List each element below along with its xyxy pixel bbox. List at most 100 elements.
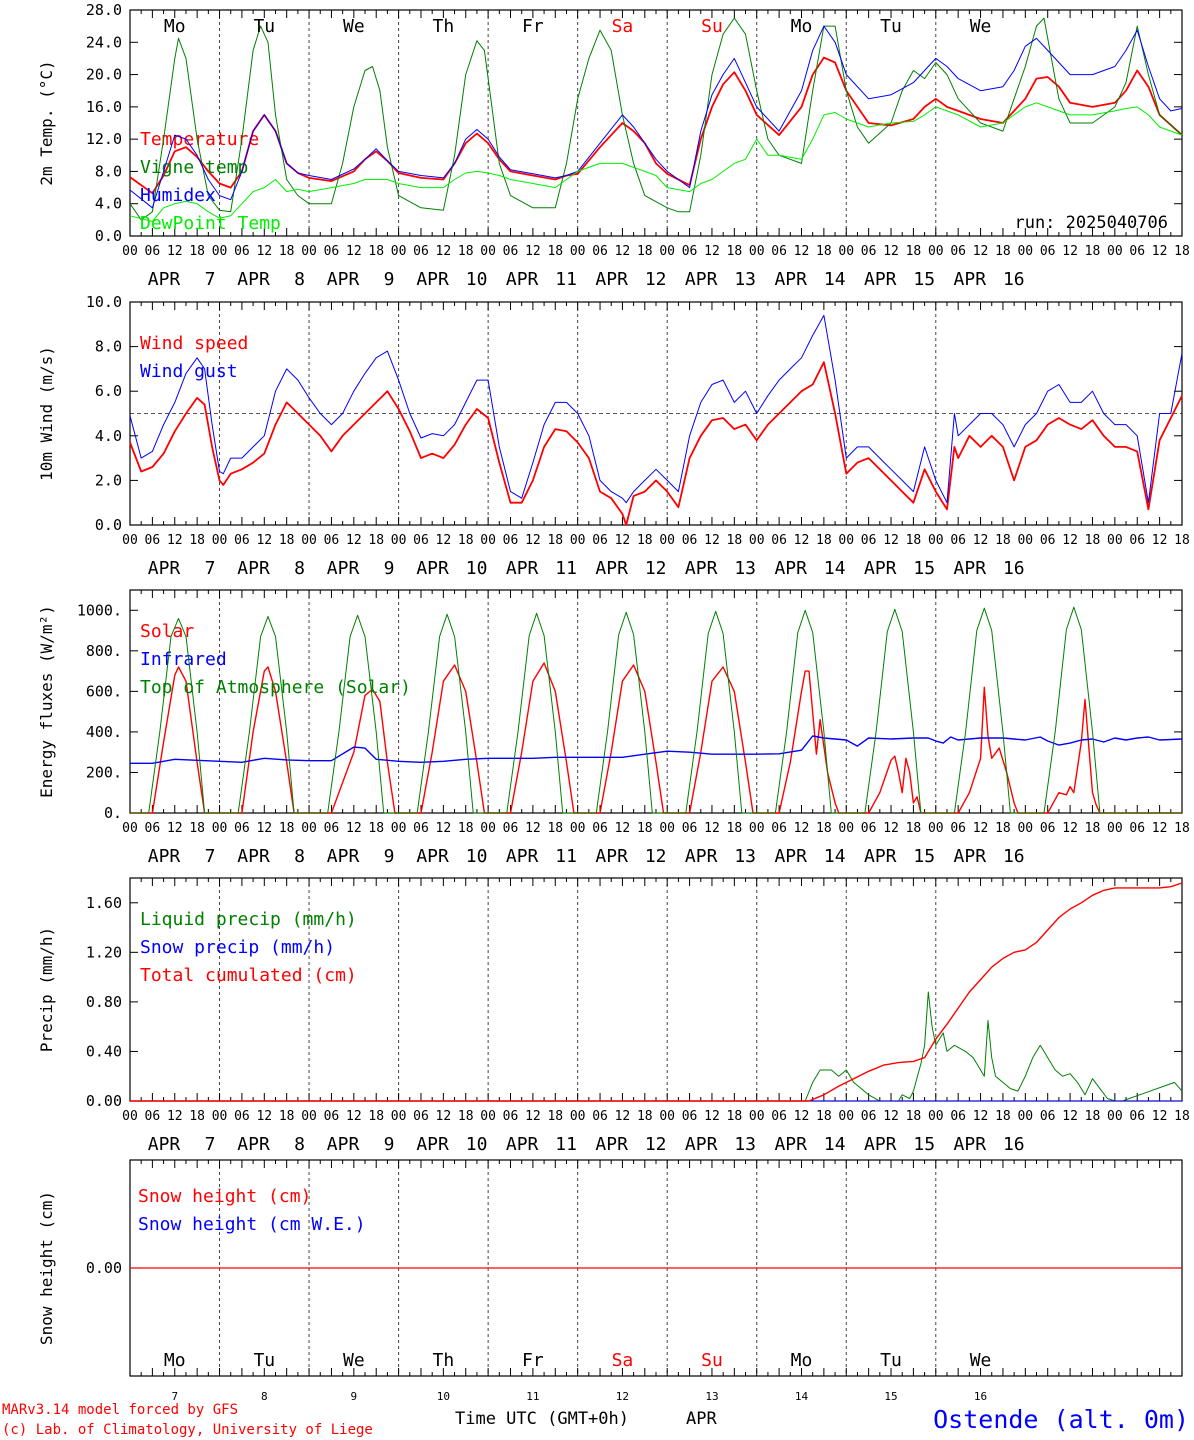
weekday-label: Sa (612, 1350, 634, 1371)
weekday-label: Tu (880, 1350, 902, 1371)
date-month-label: APR (774, 1134, 807, 1155)
hour-tick-label: 12 (346, 533, 362, 548)
date-month-label: APR (237, 1134, 270, 1155)
y-axis-label: Snow height (cm) (37, 1191, 56, 1345)
weekday-label: Mo (791, 1350, 813, 1371)
date-month-label: APR (327, 1134, 360, 1155)
date-day-label: 16 (1003, 1134, 1025, 1155)
hour-tick-label: 00 (659, 533, 675, 548)
hour-tick-label: 06 (1040, 244, 1056, 259)
legend-entry: Liquid precip (mm/h) (140, 909, 357, 930)
weekday-label: Th (433, 16, 455, 37)
date-day-label: 10 (466, 1134, 488, 1155)
hour-tick-label: 12 (615, 533, 631, 548)
hour-tick-label: 12 (256, 821, 272, 836)
hour-tick-label: 12 (1062, 244, 1078, 259)
date-month-label: APR (148, 846, 181, 867)
legend-entry: Total cumulated (cm) (140, 965, 357, 986)
hour-tick-label: 06 (1129, 1109, 1145, 1124)
hour-tick-label: 12 (525, 821, 541, 836)
hour-tick-label: 06 (503, 244, 519, 259)
hour-tick-label: 06 (413, 533, 429, 548)
hour-tick-label: 12 (256, 533, 272, 548)
hour-tick-label: 12 (704, 821, 720, 836)
date-month-label: APR (864, 558, 897, 579)
date-day-label: 10 (466, 558, 488, 579)
hour-tick-label: 18 (279, 533, 295, 548)
hour-tick-label: 18 (189, 821, 205, 836)
y-tick-label: 8.0 (95, 338, 122, 356)
legend-entry: Temperature (140, 129, 259, 150)
date-month-label: APR (685, 269, 718, 290)
date-month-label: APR (237, 558, 270, 579)
date-month-label: APR (774, 269, 807, 290)
hour-tick-label: 18 (816, 1109, 832, 1124)
weekday-label: We (970, 16, 992, 37)
hour-tick-label: 12 (436, 533, 452, 548)
day-number-label: 11 (526, 1390, 539, 1403)
hour-tick-label: 18 (547, 244, 563, 259)
weekday-label: Tu (253, 1350, 275, 1371)
hour-tick-label: 00 (838, 244, 854, 259)
hour-tick-label: 00 (1107, 244, 1123, 259)
hour-tick-label: 06 (324, 533, 340, 548)
date-month-label: APR (506, 269, 539, 290)
date-month-label: APR (327, 269, 360, 290)
y-tick-label: 1000. (77, 601, 122, 619)
model-credit: MARv3.14 model forced by GFS (2, 1402, 238, 1418)
hour-tick-label: 12 (1062, 821, 1078, 836)
date-day-label: 7 (205, 269, 216, 290)
date-month-label: APR (864, 846, 897, 867)
date-day-label: 13 (734, 269, 756, 290)
date-day-label: 11 (555, 1134, 577, 1155)
y-tick-label: 0. (104, 804, 122, 822)
legend-entry: Wind speed (140, 333, 248, 354)
hour-tick-label: 06 (1040, 1109, 1056, 1124)
hour-tick-label: 06 (592, 821, 608, 836)
date-month-label: APR (595, 1134, 628, 1155)
hour-tick-label: 12 (615, 244, 631, 259)
date-day-label: 14 (824, 846, 846, 867)
date-month-label: APR (864, 269, 897, 290)
hour-tick-label: 00 (480, 821, 496, 836)
hour-tick-label: 06 (324, 244, 340, 259)
date-day-label: 11 (555, 846, 577, 867)
hour-tick-label: 18 (1085, 821, 1101, 836)
hour-tick-label: 00 (301, 1109, 317, 1124)
y-tick-label: 12.0 (86, 130, 122, 148)
date-day-label: 13 (734, 558, 756, 579)
date-day-label: 16 (1003, 846, 1025, 867)
date-month-label: APR (416, 846, 449, 867)
hour-tick-label: 12 (525, 244, 541, 259)
hour-tick-label: 00 (659, 821, 675, 836)
hour-tick-label: 12 (436, 244, 452, 259)
x-axis-month: APR (686, 1409, 717, 1429)
footer: MARv3.14 model forced by GFS (c) Lab. of… (2, 1402, 1189, 1438)
date-day-label: 12 (645, 846, 667, 867)
weekday-label: Mo (791, 16, 813, 37)
panel-5: 0.00 Snow height (cm) Snow height (cm) Snow… (37, 1159, 1183, 1403)
hour-tick-label: 12 (346, 244, 362, 259)
hour-tick-label: 00 (928, 1109, 944, 1124)
hour-tick-label: 00 (480, 244, 496, 259)
hour-tick-label: 06 (234, 1109, 250, 1124)
hour-tick-label: 18 (189, 1109, 205, 1124)
date-month-label: APR (327, 558, 360, 579)
hour-tick-label: 06 (950, 244, 966, 259)
hour-tick-label: 06 (1129, 244, 1145, 259)
hour-tick-label: 00 (1017, 1109, 1033, 1124)
hour-tick-label: 18 (189, 244, 205, 259)
day-number-label: 12 (616, 1390, 629, 1403)
hour-tick-label: 18 (368, 533, 384, 548)
hour-tick-label: 12 (1152, 244, 1168, 259)
legend-entry: Humidex (140, 185, 216, 206)
hour-tick-label: 18 (637, 244, 653, 259)
hour-tick-label: 00 (749, 244, 765, 259)
date-month-label: APR (685, 846, 718, 867)
date-month-label: APR (506, 846, 539, 867)
hour-tick-label: 06 (503, 1109, 519, 1124)
hour-tick-label: 12 (167, 1109, 183, 1124)
hour-tick-label: 06 (950, 1109, 966, 1124)
hour-tick-label: 06 (1040, 821, 1056, 836)
hour-tick-label: 12 (883, 533, 899, 548)
